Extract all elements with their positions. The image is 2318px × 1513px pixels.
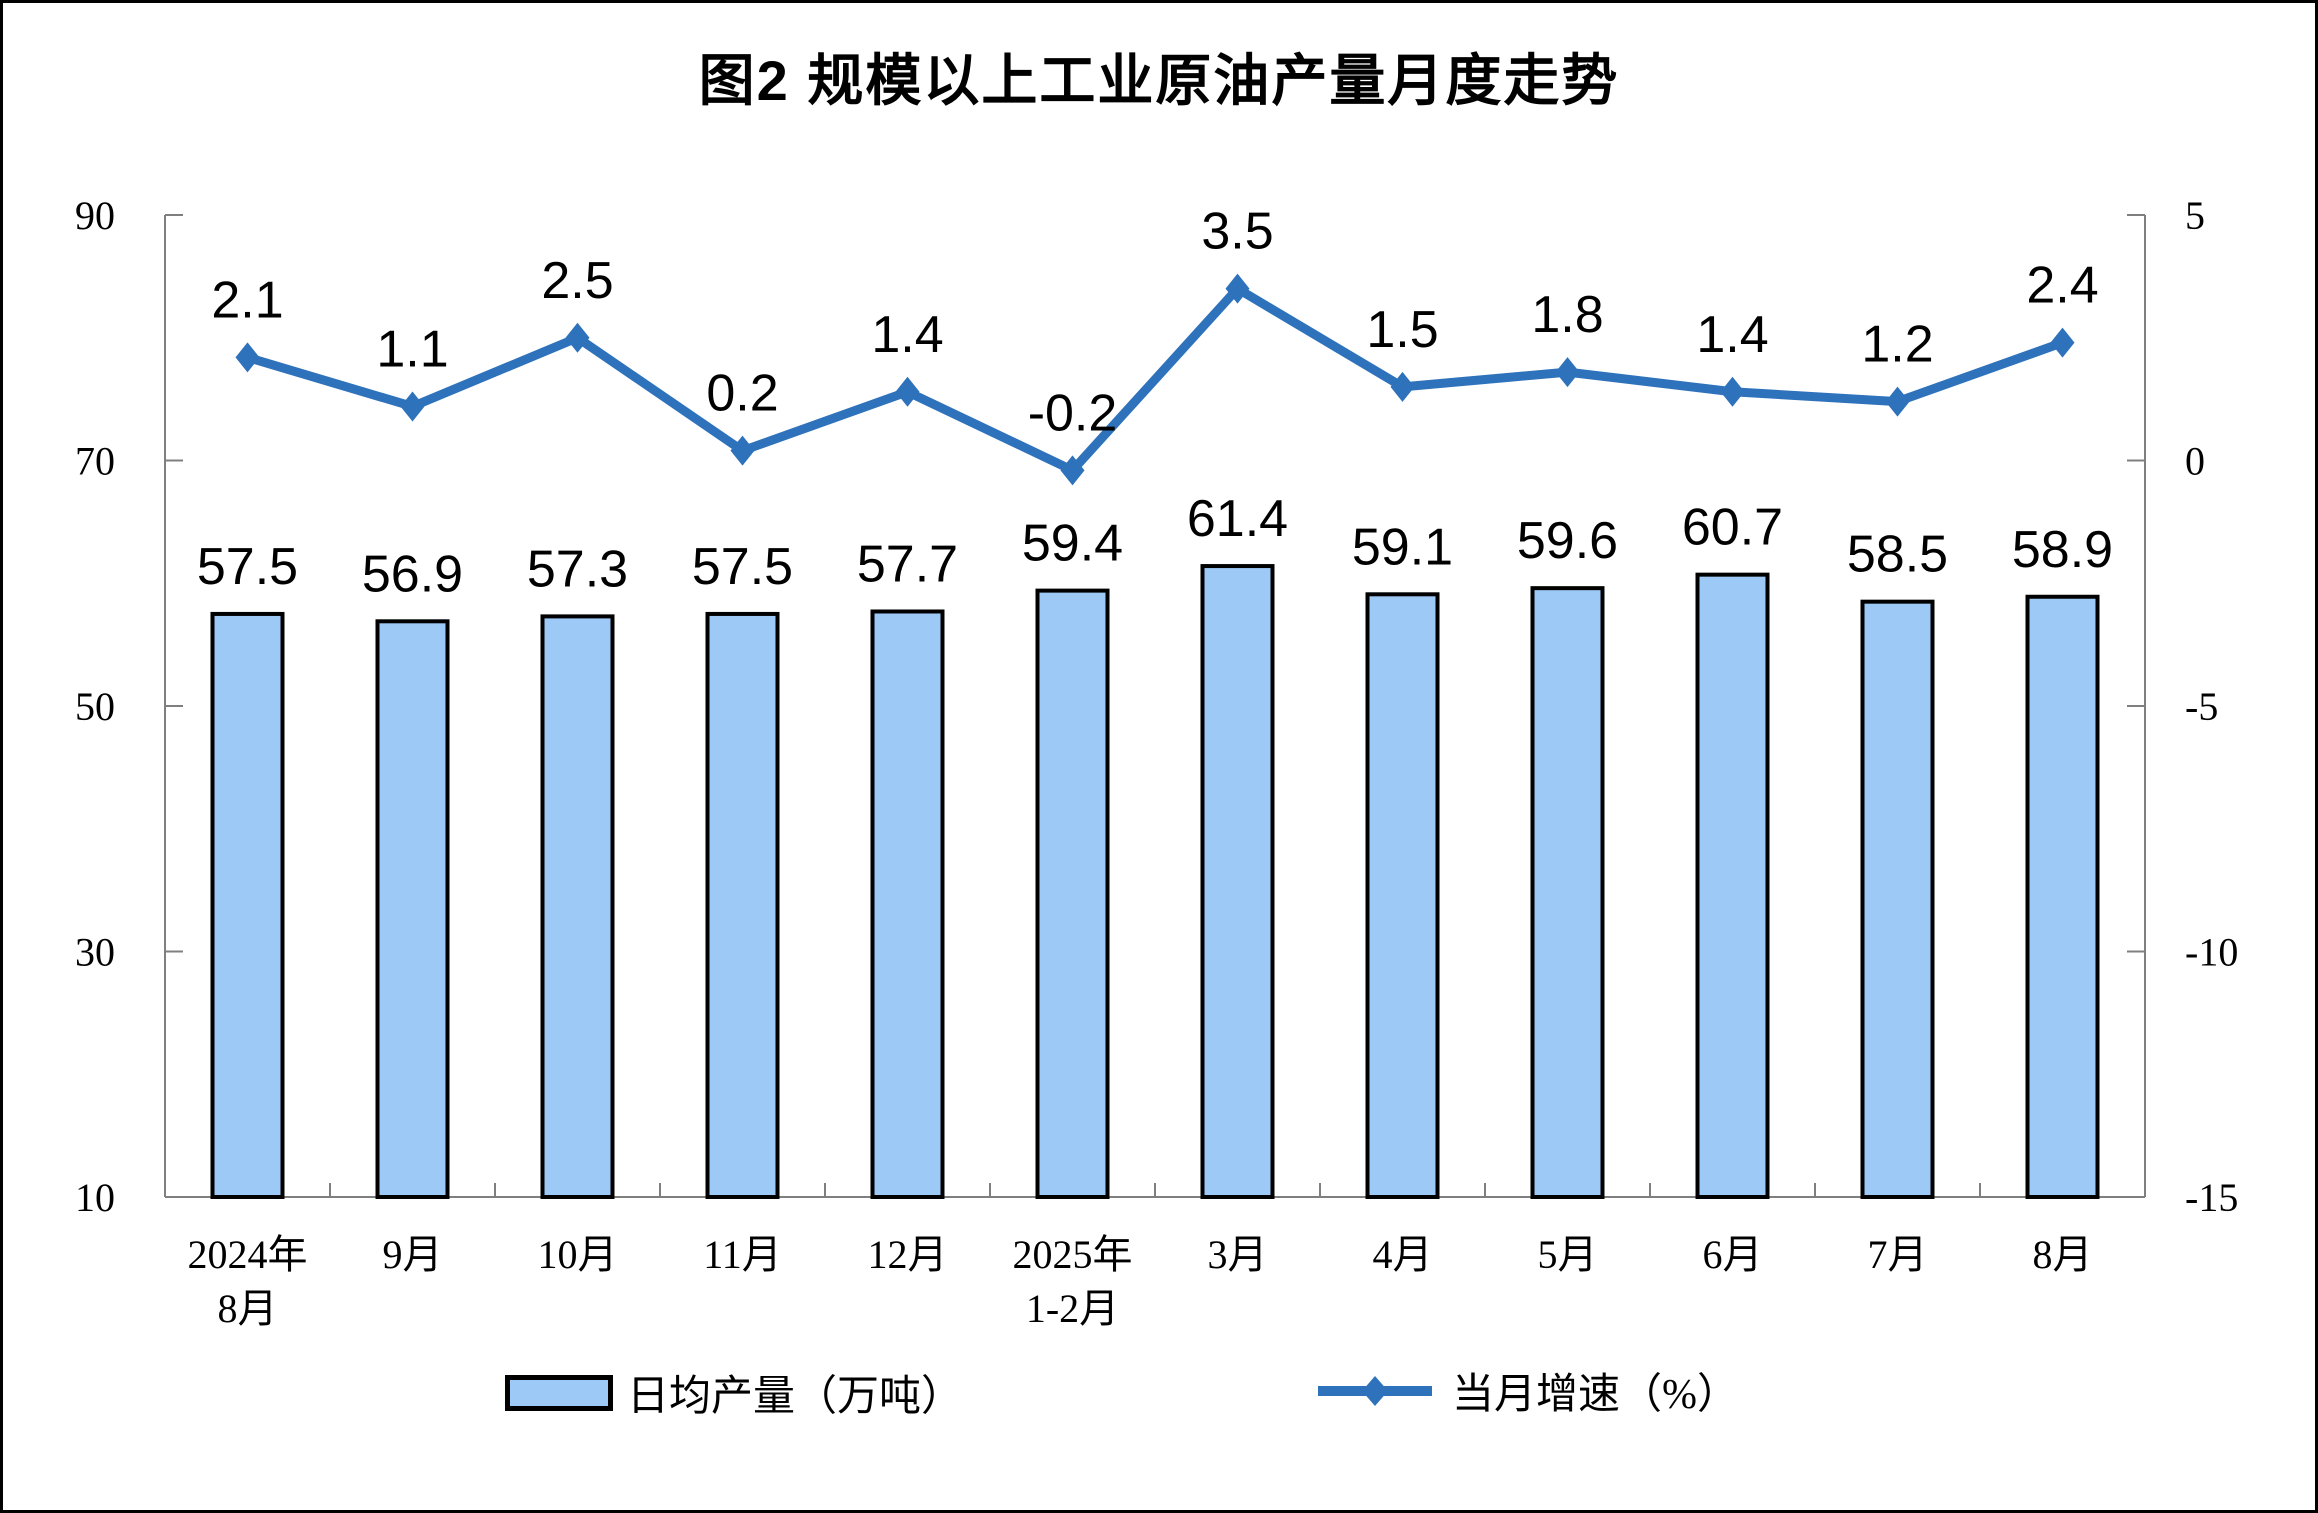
x-axis-category-label: 10月: [538, 1232, 618, 1277]
right-axis-tick-label: -15: [2185, 1175, 2238, 1220]
line-point-marker: [895, 376, 920, 407]
bar-value-label: 59.4: [1022, 515, 1123, 573]
x-axis-category-label: 5月: [1538, 1232, 1598, 1277]
line-value-label: 1.4: [1696, 306, 1768, 364]
bar-value-label: 58.9: [2012, 521, 2113, 579]
line-point-marker: [235, 342, 260, 373]
legend-item-bar-series: 日均产量（万吨）: [505, 1362, 963, 1423]
bar-value-label: 58.5: [1847, 526, 1948, 584]
right-axis-tick-label: 0: [2185, 439, 2205, 484]
line-series-swatch-icon: [1318, 1375, 1432, 1406]
bar: [2025, 594, 2100, 1199]
left-axis-tick-label: 30: [75, 930, 115, 975]
x-axis-category-label: 4月: [1373, 1232, 1433, 1277]
x-axis-category-label: 3月: [1208, 1232, 1268, 1277]
x-axis-category-label: 8月: [218, 1286, 278, 1331]
bar-series-swatch-icon: [505, 1374, 613, 1411]
bar: [1365, 592, 1440, 1199]
left-axis-tick-label: 50: [75, 684, 115, 729]
bar: [375, 619, 450, 1199]
line-point-marker: [400, 391, 425, 422]
bar: [540, 614, 615, 1199]
line-point-marker: [730, 435, 755, 466]
legend-item-line-series: 当月增速（%）: [1312, 1360, 1739, 1421]
line-value-label: -0.2: [1028, 384, 1118, 442]
bar: [210, 611, 285, 1199]
bar-value-label: 60.7: [1682, 499, 1783, 557]
bar-value-label: 57.5: [692, 538, 793, 596]
bar: [1695, 572, 1770, 1199]
bar: [1530, 586, 1605, 1199]
right-axis-tick-label: -10: [2185, 930, 2238, 975]
bar-value-label: 59.1: [1352, 518, 1453, 576]
line-value-label: 1.4: [871, 306, 943, 364]
line-value-label: 2.1: [211, 271, 283, 329]
line-point-marker: [2050, 327, 2075, 358]
bar: [870, 609, 945, 1199]
line-value-label: 2.4: [2026, 257, 2098, 315]
chart-title: 图2 规模以上工业原油产量月度走势: [698, 49, 1620, 112]
x-axis-category-label: 2024年: [188, 1232, 308, 1277]
x-axis-category-label: 9月: [383, 1232, 443, 1277]
right-axis-tick-label: -5: [2185, 684, 2218, 729]
bar: [1860, 599, 1935, 1199]
x-axis-category-label: 1-2月: [1026, 1286, 1119, 1331]
line-point-marker: [1060, 455, 1085, 486]
line-point-marker: [1390, 371, 1415, 402]
bar-value-label: 57.5: [197, 538, 298, 596]
x-axis-category-label: 12月: [868, 1232, 948, 1277]
line-value-label: 0.2: [706, 365, 778, 423]
line-point-marker: [1720, 376, 1745, 407]
bar-value-label: 61.4: [1187, 490, 1288, 548]
x-axis-category-label: 8月: [2033, 1232, 2093, 1277]
bar: [705, 611, 780, 1199]
line-value-label: 3.5: [1201, 203, 1273, 261]
line-point-marker: [1225, 273, 1250, 304]
line-point-marker: [1555, 357, 1580, 388]
growth-line: [243, 284, 2067, 475]
line-point-marker: [1885, 386, 1910, 417]
line-value-label: 2.5: [541, 252, 613, 310]
line-series-legend-label: 当月增速（%）: [1452, 1372, 1739, 1418]
bar-value-label: 57.3: [527, 540, 628, 598]
x-axis-category-label: 7月: [1868, 1232, 1928, 1277]
bar: [1200, 564, 1275, 1199]
line-value-label: 1.2: [1861, 316, 1933, 374]
bar-series-legend-label: 日均产量（万吨）: [627, 1374, 964, 1420]
x-axis-category-label: 2025年: [1013, 1232, 1133, 1277]
right-axis-tick-label: 5: [2185, 193, 2205, 238]
left-axis-tick-label: 70: [75, 439, 115, 484]
bar-value-label: 56.9: [362, 545, 463, 603]
line-point-marker: [565, 322, 590, 353]
bar-value-label: 59.6: [1517, 512, 1618, 570]
left-axis-tick-label: 10: [75, 1175, 115, 1220]
bar-value-label: 57.7: [857, 535, 958, 593]
left-axis-tick-label: 90: [75, 193, 115, 238]
x-axis-category-label: 6月: [1703, 1232, 1763, 1277]
line-value-label: 1.1: [376, 320, 448, 378]
line-value-label: 1.8: [1531, 286, 1603, 344]
bar: [1035, 588, 1110, 1199]
line-value-label: 1.5: [1366, 301, 1438, 359]
x-axis-category-label: 11月: [703, 1232, 782, 1277]
